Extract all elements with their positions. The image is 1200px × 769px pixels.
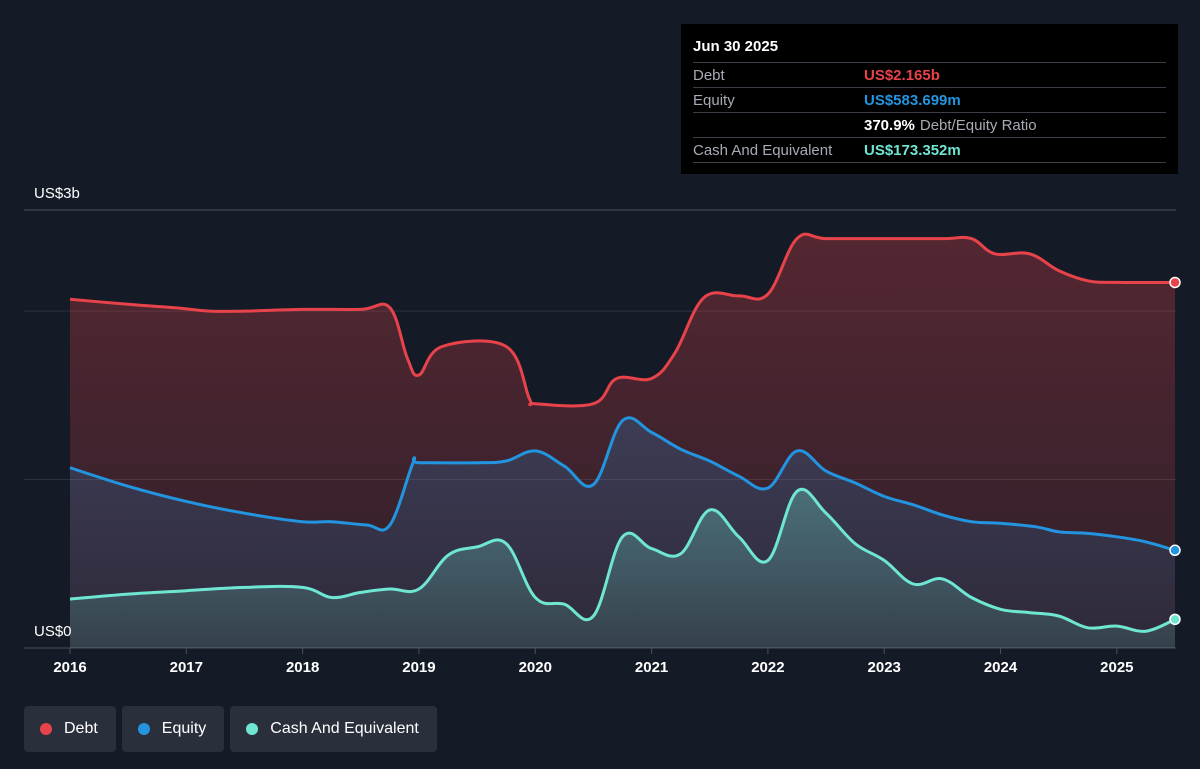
legend-item-debt[interactable]: Debt bbox=[24, 706, 116, 752]
x-tick-label: 2017 bbox=[170, 659, 203, 676]
data-tooltip: Jun 30 2025 Debt US$2.165b Equity US$583… bbox=[681, 24, 1178, 174]
legend-label-debt: Debt bbox=[64, 720, 98, 737]
series-areas bbox=[70, 234, 1175, 648]
equity-line bbox=[69, 416, 1176, 552]
legend-item-equity[interactable]: Equity bbox=[121, 706, 225, 752]
tooltip-value-cash: US$173.352m bbox=[864, 141, 961, 159]
tooltip-value-debt: US$2.165b bbox=[864, 66, 940, 84]
tooltip-ratio-label: Debt/Equity Ratio bbox=[919, 116, 1037, 134]
tooltip-label-cash: Cash And Equivalent bbox=[693, 141, 833, 159]
tooltip-row-ratio: 370.9% Debt/Equity Ratio bbox=[693, 112, 1166, 137]
x-tick-label: 2021 bbox=[635, 659, 668, 676]
equity-end-marker[interactable] bbox=[1169, 544, 1181, 557]
x-tick-label: 2018 bbox=[286, 659, 319, 676]
series-lines bbox=[69, 232, 1176, 633]
tooltip-value-equity: US$583.699m bbox=[864, 91, 961, 109]
x-tick-label: 2024 bbox=[984, 659, 1018, 676]
tooltip-row-cash: Cash And Equivalent US$173.352m bbox=[693, 137, 1166, 163]
x-tick-label: 2016 bbox=[53, 659, 86, 676]
chart-legend: Debt Equity Cash And Equivalent bbox=[24, 706, 437, 752]
cash-area bbox=[70, 489, 1175, 648]
x-tick-label: 2022 bbox=[751, 659, 784, 676]
tooltip-row-debt: Debt US$2.165b bbox=[693, 62, 1166, 87]
x-tick-label: 2023 bbox=[868, 659, 901, 676]
cash-line bbox=[69, 487, 1176, 633]
tooltip-ratio-value: 370.9% bbox=[864, 116, 915, 134]
tooltip-row-equity: Equity US$583.699m bbox=[693, 87, 1166, 112]
legend-item-cash[interactable]: Cash And Equivalent bbox=[230, 706, 437, 752]
x-axis-ticks: 2016 2017 2018 2019 2020 2021 2022 2023 2024 2025 bbox=[53, 648, 1134, 676]
legend-dot-cash-icon bbox=[246, 723, 259, 735]
x-tick-label: 2019 bbox=[402, 659, 435, 676]
tooltip-label-debt: Debt bbox=[693, 66, 725, 84]
y-axis-top-label: US$3b bbox=[34, 185, 80, 202]
legend-label-cash: Cash And Equivalent bbox=[270, 720, 419, 737]
x-tick-label: 2025 bbox=[1100, 659, 1133, 676]
legend-dot-equity-icon bbox=[137, 723, 150, 735]
cash-end-marker[interactable] bbox=[1169, 613, 1181, 626]
legend-label-equity: Equity bbox=[161, 720, 207, 737]
y-axis-bottom-label: US$0 bbox=[34, 623, 72, 640]
debt-end-marker[interactable] bbox=[1169, 276, 1181, 289]
legend-dot-debt-icon bbox=[40, 723, 52, 735]
tooltip-label-equity: Equity bbox=[693, 91, 735, 109]
x-tick-label: 2020 bbox=[519, 659, 552, 676]
end-markers bbox=[1169, 276, 1181, 626]
tooltip-date: Jun 30 2025 bbox=[693, 38, 779, 55]
debt-line bbox=[69, 232, 1176, 408]
